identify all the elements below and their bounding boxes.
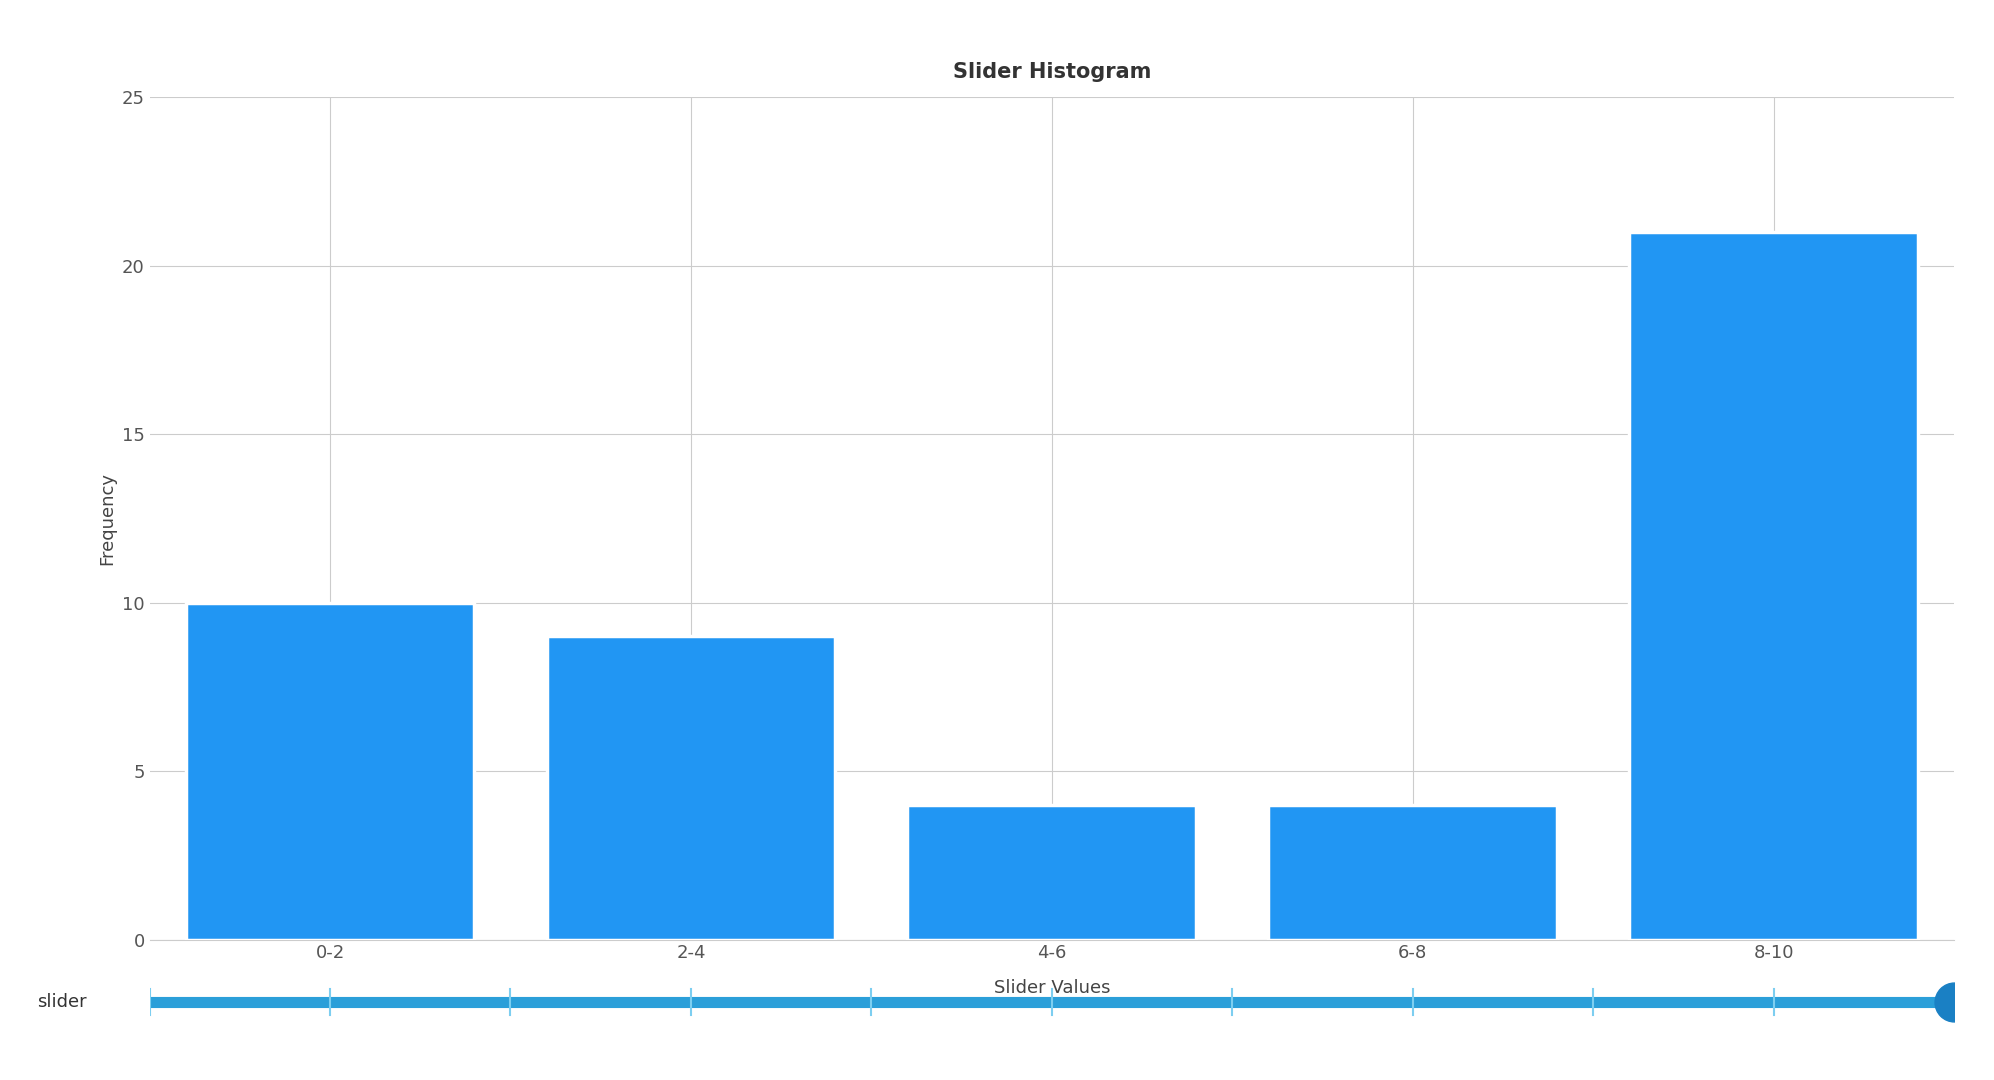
Bar — [546, 636, 835, 940]
Text: slider: slider — [36, 993, 86, 1011]
Bar — [907, 805, 1196, 940]
Y-axis label: Frequency: Frequency — [98, 472, 116, 565]
Bar — [1629, 232, 1918, 940]
Bar — [1268, 805, 1557, 940]
Title: Slider Histogram: Slider Histogram — [953, 62, 1151, 82]
X-axis label: Slider Values: Slider Values — [993, 980, 1111, 997]
Bar — [185, 603, 475, 940]
